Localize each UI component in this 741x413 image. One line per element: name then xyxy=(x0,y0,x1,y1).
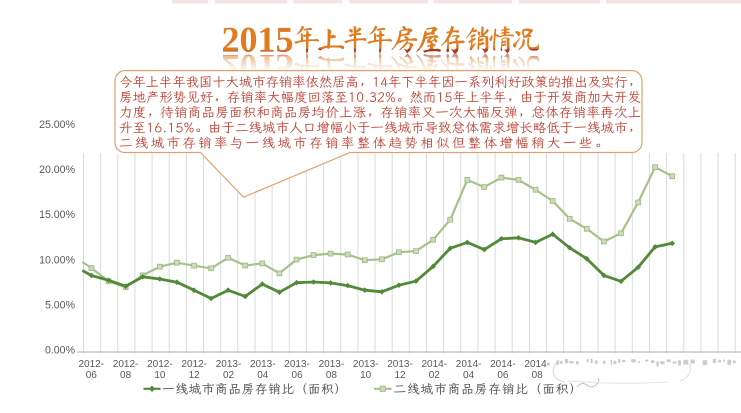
svg-text:2012-: 2012- xyxy=(79,359,105,370)
svg-text:2013-: 2013- xyxy=(319,359,345,370)
svg-text:10.00%: 10.00% xyxy=(39,254,76,266)
svg-text:2014-: 2014- xyxy=(422,359,448,370)
svg-text:06: 06 xyxy=(292,370,304,381)
svg-text:04: 04 xyxy=(257,370,269,381)
svg-text:2013-: 2013- xyxy=(353,359,379,370)
svg-text:12: 12 xyxy=(394,370,406,381)
svg-text:12: 12 xyxy=(189,370,201,381)
svg-text:2012-: 2012- xyxy=(181,359,207,370)
svg-text:04: 04 xyxy=(463,370,475,381)
svg-text:0.00%: 0.00% xyxy=(45,345,76,357)
svg-text:08: 08 xyxy=(532,370,544,381)
svg-text:5.00%: 5.00% xyxy=(45,299,76,311)
svg-text:08: 08 xyxy=(120,370,132,381)
svg-text:2014-: 2014- xyxy=(490,359,516,370)
svg-text:2013-: 2013- xyxy=(216,359,242,370)
svg-text:20.00%: 20.00% xyxy=(39,164,76,176)
svg-text:2014-: 2014- xyxy=(456,359,482,370)
svg-text:2014-: 2014- xyxy=(524,359,550,370)
svg-text:02: 02 xyxy=(223,370,235,381)
svg-text:10: 10 xyxy=(360,370,372,381)
svg-text:2012-: 2012- xyxy=(147,359,173,370)
svg-text:10: 10 xyxy=(154,370,166,381)
svg-text:15.00%: 15.00% xyxy=(39,209,76,221)
svg-text:2013-: 2013- xyxy=(250,359,276,370)
svg-text:2012-: 2012- xyxy=(113,359,139,370)
svg-text:08: 08 xyxy=(326,370,338,381)
svg-text:2013-: 2013- xyxy=(387,359,413,370)
svg-text:06: 06 xyxy=(497,370,509,381)
svg-text:2013-: 2013- xyxy=(284,359,310,370)
svg-text:25.00%: 25.00% xyxy=(39,119,76,131)
svg-text:02: 02 xyxy=(429,370,441,381)
svg-text:06: 06 xyxy=(86,370,98,381)
